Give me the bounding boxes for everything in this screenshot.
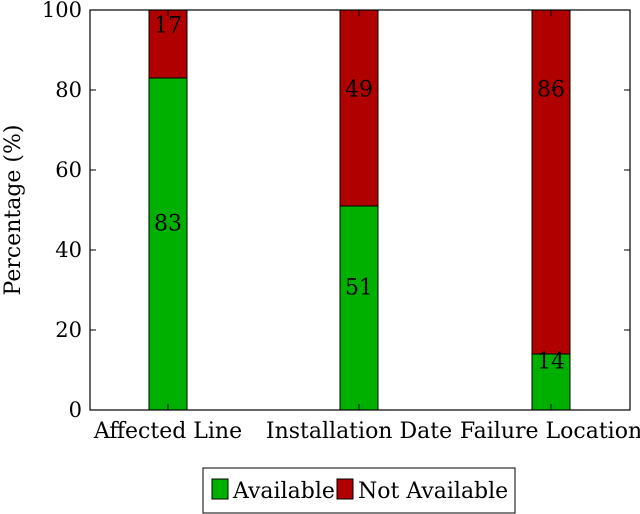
bar-affected-line-not-available — [148, 9, 188, 79]
bar-installation-date-not-available — [339, 9, 379, 207]
data-label-installation-date-not-available: 49 — [345, 78, 373, 103]
x-tick-label-affected-line: Affected Line — [93, 419, 242, 444]
plot-area-frame — [89, 9, 631, 411]
bar-installation-date-available — [339, 205, 379, 411]
legend-swatch-not-available — [336, 478, 354, 500]
x-tick-label-failure-location: Failure Location — [460, 419, 640, 444]
legend: Available Not Available — [202, 467, 516, 514]
data-label-installation-date-available: 51 — [345, 276, 373, 301]
y-tick-label: 20 — [55, 318, 82, 342]
legend-frame — [202, 467, 516, 514]
data-labels: 83 17 51 49 14 86 — [154, 14, 565, 375]
y-tick-label: 80 — [55, 78, 82, 102]
bar-affected-line-available — [148, 77, 188, 411]
data-label-affected-line-not-available: 17 — [154, 14, 182, 39]
y-tick-label: 60 — [55, 158, 82, 182]
data-label-failure-location-available: 14 — [537, 350, 565, 375]
bar-failure-location-not-available — [531, 9, 571, 355]
y-tick-label: 0 — [69, 398, 82, 422]
bars-layer — [148, 9, 571, 411]
bar-failure-location-available — [531, 353, 571, 411]
legend-label-not-available: Not Available — [358, 479, 508, 504]
legend-label-available: Available — [232, 479, 335, 504]
x-axis: Affected Line Installation Date Failure Lo… — [93, 10, 640, 444]
legend-swatch-available — [211, 478, 229, 500]
data-label-affected-line-available: 83 — [154, 212, 182, 237]
y-tick-label: 100 — [42, 0, 82, 22]
x-tick-label-installation-date: Installation Date — [266, 419, 452, 444]
y-axis: 0 20 40 60 80 100 — [42, 0, 630, 422]
y-axis-title: Percentage (%) — [1, 125, 26, 296]
y-tick-label: 40 — [55, 238, 82, 262]
data-label-failure-location-not-available: 86 — [537, 78, 565, 103]
